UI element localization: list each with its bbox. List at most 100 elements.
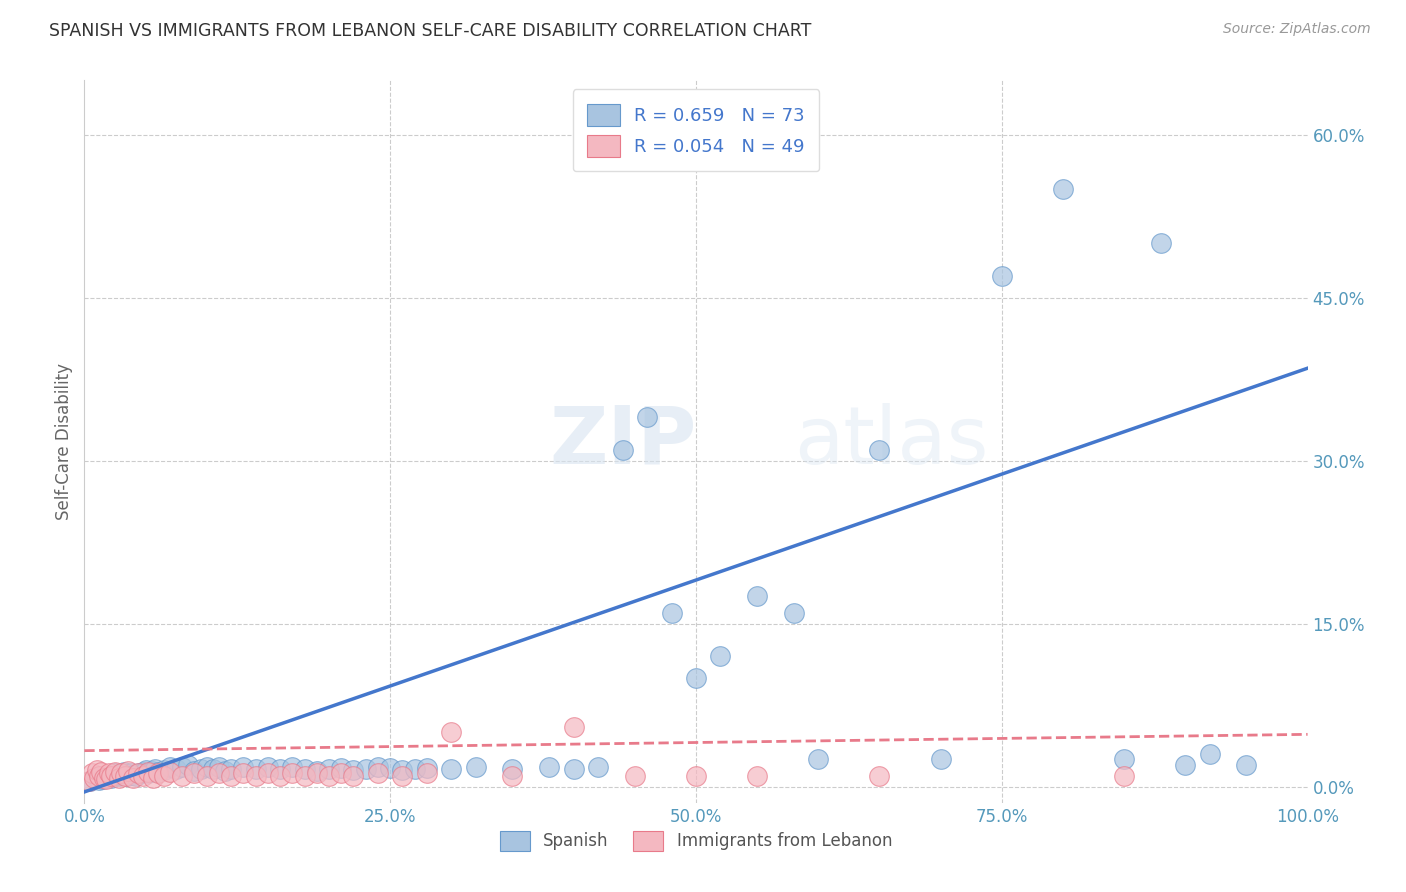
Point bbox=[136, 766, 159, 780]
Point bbox=[110, 767, 132, 781]
Point bbox=[153, 769, 176, 783]
Text: SPANISH VS IMMIGRANTS FROM LEBANON SELF-CARE DISABILITY CORRELATION CHART: SPANISH VS IMMIGRANTS FROM LEBANON SELF-… bbox=[49, 22, 811, 40]
Point bbox=[661, 606, 683, 620]
Point bbox=[747, 590, 769, 604]
Point bbox=[80, 766, 103, 780]
Point bbox=[991, 268, 1014, 283]
Point bbox=[257, 760, 280, 774]
Point bbox=[87, 772, 110, 787]
Point bbox=[269, 762, 291, 776]
Point bbox=[135, 763, 157, 777]
Point bbox=[612, 442, 634, 457]
Point bbox=[86, 771, 108, 785]
Point bbox=[142, 771, 165, 785]
Point bbox=[159, 760, 181, 774]
Point bbox=[538, 760, 561, 774]
Point bbox=[391, 763, 413, 777]
Point bbox=[1174, 757, 1197, 772]
Point bbox=[79, 774, 101, 789]
Point bbox=[367, 766, 389, 780]
Point bbox=[562, 720, 585, 734]
Point bbox=[257, 766, 280, 780]
Point bbox=[97, 766, 120, 780]
Point bbox=[143, 762, 166, 776]
Point bbox=[281, 766, 304, 780]
Point bbox=[624, 769, 647, 783]
Point bbox=[219, 762, 242, 776]
Point bbox=[96, 770, 118, 784]
Point bbox=[201, 762, 224, 776]
Point bbox=[391, 769, 413, 783]
Point bbox=[96, 772, 118, 786]
Point bbox=[172, 760, 194, 774]
Point bbox=[87, 769, 110, 783]
Point bbox=[132, 765, 155, 780]
Point bbox=[294, 769, 316, 783]
Point bbox=[586, 760, 609, 774]
Point bbox=[115, 769, 138, 783]
Point bbox=[807, 752, 830, 766]
Point bbox=[440, 762, 463, 776]
Point bbox=[97, 769, 120, 783]
Point bbox=[281, 760, 304, 774]
Point bbox=[685, 671, 707, 685]
Point bbox=[354, 762, 377, 776]
Point bbox=[232, 766, 254, 780]
Point bbox=[90, 765, 112, 780]
Point bbox=[153, 763, 176, 777]
Point bbox=[146, 766, 169, 780]
Point bbox=[214, 764, 236, 779]
Point bbox=[1236, 757, 1258, 772]
Point bbox=[1198, 747, 1220, 761]
Point bbox=[91, 772, 114, 786]
Text: ZIP: ZIP bbox=[550, 402, 696, 481]
Point bbox=[783, 606, 806, 620]
Point bbox=[318, 769, 340, 783]
Point bbox=[330, 761, 353, 775]
Point bbox=[190, 762, 212, 776]
Point bbox=[747, 769, 769, 783]
Point bbox=[146, 765, 169, 780]
Point bbox=[208, 760, 231, 774]
Point bbox=[440, 725, 463, 739]
Point bbox=[305, 766, 328, 780]
Text: Source: ZipAtlas.com: Source: ZipAtlas.com bbox=[1223, 22, 1371, 37]
Point bbox=[159, 765, 181, 780]
Point bbox=[77, 774, 100, 789]
Point bbox=[869, 769, 891, 783]
Point bbox=[685, 769, 707, 783]
Point bbox=[120, 766, 142, 780]
Point bbox=[562, 762, 585, 776]
Point bbox=[305, 764, 328, 779]
Point bbox=[136, 765, 159, 780]
Point bbox=[929, 752, 952, 766]
Point bbox=[127, 766, 149, 780]
Point bbox=[219, 769, 242, 783]
Point bbox=[104, 765, 127, 780]
Point bbox=[416, 761, 439, 775]
Point bbox=[1150, 236, 1173, 251]
Point bbox=[195, 769, 218, 783]
Point bbox=[294, 762, 316, 776]
Point bbox=[1052, 182, 1074, 196]
Point bbox=[104, 766, 127, 780]
Point bbox=[342, 769, 364, 783]
Point bbox=[117, 764, 139, 779]
Point bbox=[141, 764, 163, 779]
Point bbox=[502, 769, 524, 783]
Point bbox=[269, 769, 291, 783]
Legend: Spanish, Immigrants from Lebanon: Spanish, Immigrants from Lebanon bbox=[491, 822, 901, 860]
Point bbox=[869, 442, 891, 457]
Point bbox=[122, 767, 145, 781]
Point bbox=[100, 769, 122, 783]
Point bbox=[172, 769, 194, 783]
Point bbox=[232, 760, 254, 774]
Point bbox=[100, 771, 122, 785]
Point bbox=[342, 763, 364, 777]
Point bbox=[83, 771, 105, 785]
Point bbox=[367, 760, 389, 774]
Point bbox=[318, 762, 340, 776]
Point bbox=[1114, 769, 1136, 783]
Point bbox=[502, 762, 524, 776]
Point bbox=[107, 769, 129, 783]
